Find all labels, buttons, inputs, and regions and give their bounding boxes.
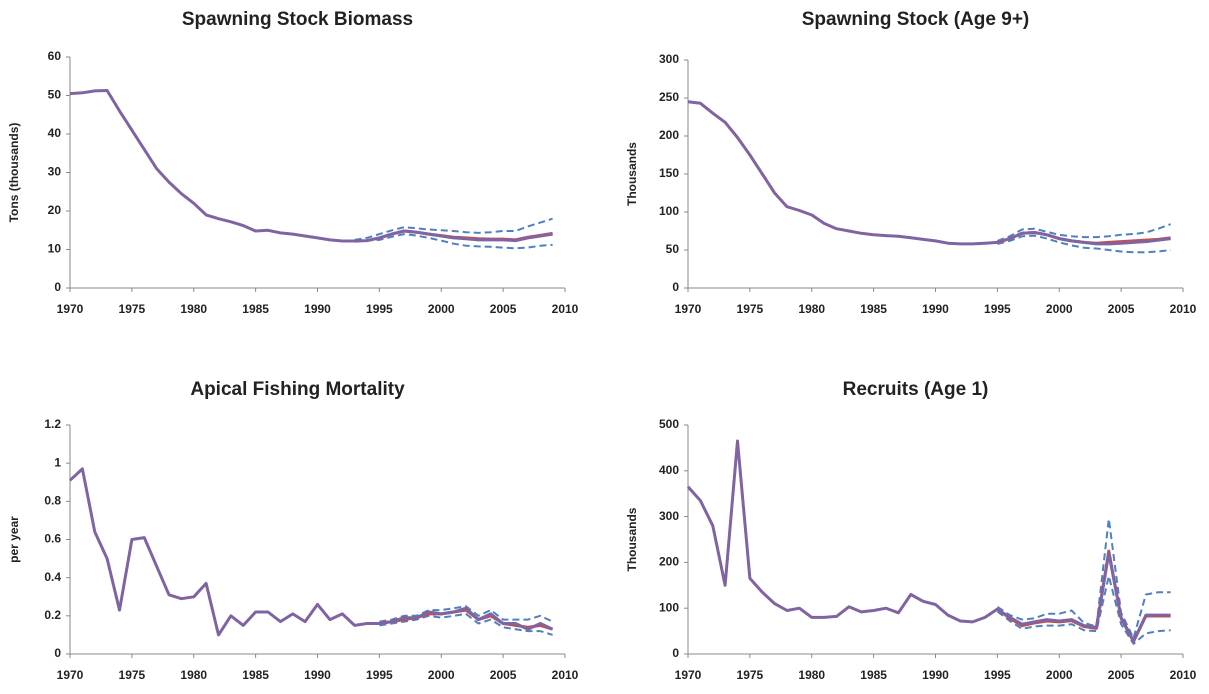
x-tick-label: 1985 [860,302,887,316]
x-tick-label: 1995 [984,302,1011,316]
x-tick-label: 1985 [242,302,269,316]
x-tick-label: 1975 [737,302,764,316]
x-tick-label: 2005 [490,668,517,682]
y-tick-label: 0 [54,280,61,294]
x-tick-label: 1985 [860,668,887,682]
x-tick-label: 1990 [304,668,331,682]
y-tick-label: 50 [48,88,62,102]
x-tick-label: 1985 [242,668,269,682]
y-tick-label: 500 [659,417,679,431]
y-tick-label: 200 [659,555,679,569]
y-axis-label: Thousands [625,507,639,571]
y-tick-label: 100 [659,204,679,218]
y-tick-label: 0 [672,646,679,660]
y-tick-label: 300 [659,52,679,66]
chart-title: Spawning Stock Biomass [182,9,413,30]
x-tick-label: 2000 [428,302,455,316]
y-tick-label: 400 [659,463,679,477]
y-tick-label: 250 [659,90,679,104]
y-tick-label: 150 [659,166,679,180]
x-tick-label: 2005 [1108,668,1135,682]
x-tick-label: 1970 [57,668,84,682]
chart-title: Spawning Stock (Age 9+) [802,9,1030,30]
x-tick-label: 1970 [675,668,702,682]
y-tick-label: 1 [54,455,61,469]
x-tick-label: 2000 [1046,302,1073,316]
x-tick-label: 1975 [119,668,146,682]
x-tick-label: 2010 [1170,668,1197,682]
chart-title: Recruits (Age 1) [843,379,989,400]
x-tick-label: 1975 [119,302,146,316]
x-tick-label: 1995 [366,668,393,682]
x-tick-label: 1995 [366,302,393,316]
series-line [379,605,554,623]
y-tick-label: 300 [659,509,679,523]
x-tick-label: 1970 [675,302,702,316]
x-tick-label: 1995 [984,668,1011,682]
x-tick-label: 1970 [57,302,84,316]
series-line [379,612,553,636]
y-tick-label: 0.8 [44,494,61,508]
series-line [996,575,1171,645]
y-tick-label: 50 [666,242,680,256]
series-line [354,217,553,241]
y-tick-label: 20 [48,203,62,217]
x-tick-label: 2000 [1046,668,1073,682]
y-axis-label: Thousands [625,142,639,206]
y-tick-label: 30 [48,165,62,179]
x-tick-label: 2005 [1108,302,1135,316]
series-line [68,467,554,637]
x-tick-label: 1980 [798,668,825,682]
x-tick-label: 2010 [552,302,579,316]
y-tick-label: 0.6 [44,532,61,546]
y-tick-label: 1.2 [44,417,61,431]
y-tick-label: 10 [48,242,62,256]
series-line [997,234,1171,254]
series-line [687,100,1171,246]
x-tick-label: 2000 [428,668,455,682]
series-line [996,549,1171,644]
y-tick-label: 0.2 [44,608,61,622]
x-tick-label: 1990 [922,302,949,316]
x-tick-label: 1980 [180,302,207,316]
y-tick-label: 0.4 [44,570,61,584]
x-tick-label: 1990 [922,668,949,682]
y-tick-label: 0 [54,646,61,660]
y-tick-label: 200 [659,128,679,142]
x-tick-label: 1980 [180,668,207,682]
series-line [997,223,1171,242]
y-axis-label: per year [7,516,21,563]
x-tick-label: 1980 [798,302,825,316]
series-line [686,439,1171,643]
y-tick-label: 40 [48,126,62,140]
y-tick-label: 60 [48,49,62,63]
y-tick-label: 100 [659,600,679,614]
x-tick-label: 2010 [552,668,579,682]
x-tick-label: 1990 [304,302,331,316]
series-line [354,233,553,250]
series-line [69,89,553,243]
y-tick-label: 0 [672,280,679,294]
chart-title: Apical Fishing Mortality [190,379,405,400]
x-tick-label: 1975 [737,668,764,682]
x-tick-label: 2010 [1170,302,1197,316]
y-axis-label: Tons (thousands) [7,123,21,223]
x-tick-label: 2005 [490,302,517,316]
